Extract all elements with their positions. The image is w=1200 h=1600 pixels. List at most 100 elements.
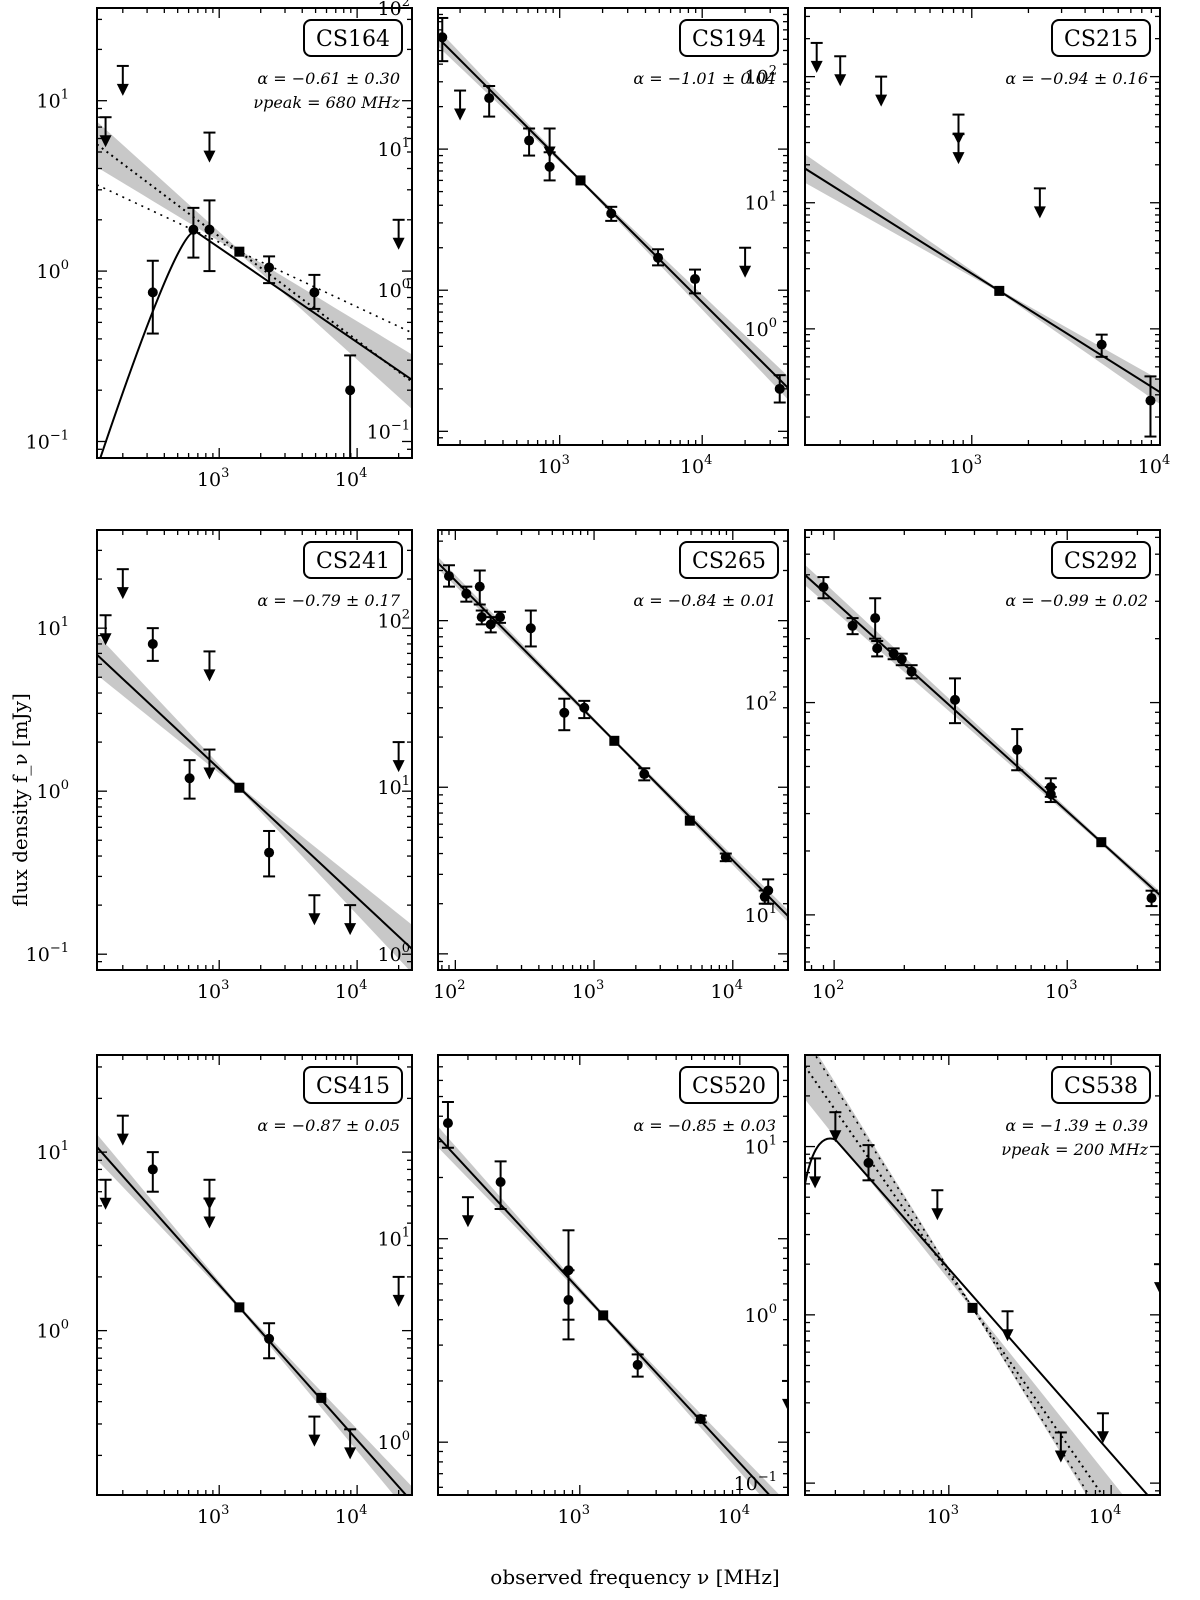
- data-point-square: [609, 735, 620, 746]
- data-point: [689, 274, 700, 285]
- upper-limit-arrow: [454, 108, 467, 121]
- y-tick-label: 100: [745, 1302, 777, 1327]
- panel-cs194: 103 104 10−1 100 101 102 CS194 α = −1.01 ± 0.04: [367, 0, 789, 478]
- plot-area: [805, 41, 1160, 438]
- y-tick-label: 101: [37, 615, 69, 640]
- data-point: [495, 612, 506, 623]
- data-point-square: [575, 175, 586, 186]
- y-tick-label: 100: [37, 778, 69, 803]
- x-tick-label: 103: [1045, 978, 1077, 1003]
- y-tick-label: 100: [378, 277, 410, 302]
- upper-limit-arrow: [1154, 1282, 1160, 1295]
- upper-limit-arrow: [308, 913, 321, 926]
- data-point: [720, 852, 731, 863]
- upper-limit-arrow: [308, 1434, 321, 1447]
- data-point: [264, 847, 275, 858]
- power-law-fit-line: [97, 654, 412, 950]
- data-point-square: [234, 1302, 245, 1313]
- upper-limit-arrow: [952, 152, 965, 165]
- power-law-fit-line: [805, 1065, 1104, 1495]
- upper-limit-arrow: [739, 265, 752, 278]
- fit-uncertainty-band: [97, 634, 412, 970]
- x-tick-label: 103: [197, 466, 229, 491]
- plot-area: [438, 557, 788, 922]
- x-axis-label: observed frequency ν [MHz]: [490, 1565, 780, 1589]
- data-point: [888, 648, 899, 659]
- dotted-fit-line: [97, 184, 412, 334]
- power-law-fit-line: [805, 574, 1160, 896]
- upper-limit-arrow: [203, 1216, 216, 1229]
- power-law-fit-line: [438, 1136, 771, 1495]
- y-tick-label: 101: [745, 902, 777, 927]
- x-tick-label: 103: [197, 1503, 229, 1528]
- plot-area: [805, 564, 1160, 908]
- data-point: [818, 582, 829, 593]
- x-tick-label: 103: [927, 1503, 959, 1528]
- fit-uncertainty-band: [97, 121, 412, 410]
- data-point: [147, 1164, 158, 1175]
- spectral-index-label: α = −1.39 ± 0.39: [1005, 1116, 1148, 1135]
- y-tick-label: 101: [378, 136, 410, 161]
- power-law-fit-line: [97, 1146, 408, 1495]
- source-name: CS538: [1064, 1074, 1138, 1099]
- source-name: CS215: [1064, 27, 1138, 52]
- data-point: [870, 613, 881, 624]
- data-point: [949, 694, 960, 705]
- data-point: [1045, 789, 1056, 800]
- upper-limit-arrow: [461, 1215, 474, 1228]
- data-point: [147, 638, 158, 649]
- data-point: [204, 224, 215, 235]
- plot-area: [438, 1100, 788, 1495]
- upper-limit-arrow: [392, 760, 405, 773]
- upper-limit-arrow: [99, 633, 112, 646]
- upper-limit-arrow: [344, 1447, 357, 1460]
- spectral-index-label: α = −0.99 ± 0.02: [1005, 591, 1148, 610]
- data-point: [525, 623, 536, 634]
- data-point: [495, 1177, 506, 1188]
- data-point: [1145, 395, 1156, 406]
- data-point: [863, 1157, 874, 1168]
- panel-cs415: 103 104 100 101 CS415 α = −0.87 ± 0.05: [37, 1054, 413, 1528]
- source-name: CS194: [692, 27, 766, 52]
- panel-frame: [804, 7, 1161, 446]
- source-name-box: [679, 1066, 779, 1104]
- data-point: [264, 1333, 275, 1344]
- plot-area: [97, 568, 412, 970]
- data-point: [563, 1294, 574, 1305]
- data-point: [184, 773, 195, 784]
- data-point: [847, 620, 858, 631]
- spectral-index-label: α = −0.61 ± 0.30: [257, 69, 400, 88]
- data-point-square: [994, 285, 1005, 296]
- upper-limit-arrow: [116, 587, 129, 600]
- source-name: CS415: [316, 1074, 390, 1099]
- data-point: [1096, 339, 1107, 350]
- y-tick-label: 102: [745, 690, 777, 715]
- data-point: [906, 666, 917, 677]
- x-tick-label: 103: [572, 978, 604, 1003]
- upper-limit-arrow: [203, 150, 216, 163]
- y-tick-label: 102: [378, 608, 410, 633]
- upper-limit-arrow: [931, 1208, 944, 1221]
- fit-uncertainty-band: [97, 1134, 412, 1495]
- panel-frame: [96, 529, 413, 971]
- y-tick-label: 101: [37, 88, 69, 113]
- upper-limit-arrow: [203, 669, 216, 682]
- spectral-index-label: α = −0.84 ± 0.01: [633, 591, 776, 610]
- data-point: [147, 287, 158, 298]
- data-point: [485, 619, 496, 630]
- upper-limit-arrow: [782, 1398, 788, 1411]
- source-name: CS164: [316, 27, 390, 52]
- data-point: [264, 262, 275, 273]
- data-point: [188, 224, 199, 235]
- upper-limit-arrow: [1096, 1431, 1109, 1444]
- panel-cs292: 102 103 101 102 CS292 α = −0.99 ± 0.02: [745, 529, 1161, 1003]
- data-point: [896, 654, 907, 665]
- y-tick-label: 10−1: [26, 428, 69, 453]
- panel-frame: [437, 1054, 789, 1496]
- panel-frame: [96, 1054, 413, 1496]
- data-point-square: [316, 1392, 327, 1403]
- y-tick-label: 100: [37, 1318, 69, 1343]
- upper-limit-arrow: [543, 146, 556, 159]
- panel-frame: [96, 7, 413, 459]
